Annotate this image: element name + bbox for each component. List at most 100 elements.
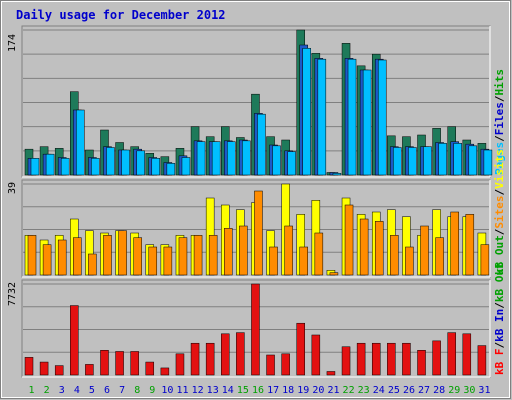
bar-kb-f-day-31 [477, 345, 487, 376]
legend-entry: Files [493, 102, 506, 135]
bar-pages-day-14 [227, 141, 236, 176]
bar-kb-f-day-14 [221, 333, 230, 376]
x-tick-label-day-3: 3 [59, 385, 65, 396]
bar-kb-f-day-11 [175, 353, 185, 376]
bar-pages-day-16 [257, 113, 266, 176]
x-axis-labels: 1 2 3 4 5 6 7 8 9 10 11 12 13 14 15 16 17 18 19 20 21 22 23 24 2… [29, 385, 491, 396]
bar-sites-day-22 [344, 204, 354, 276]
x-tick-label-day-20: 20 [312, 385, 324, 396]
bar-pages-day-31 [483, 149, 493, 176]
bar-kb-f-day-28 [432, 340, 441, 376]
x-tick-label-day-27: 27 [418, 385, 430, 396]
bar-sites-day-11 [178, 237, 188, 276]
bar-sites-day-23 [359, 218, 369, 276]
x-tick-label-day-1: 1 [29, 385, 35, 396]
bar-sites-day-6 [103, 235, 112, 276]
bar-pages-day-21 [332, 173, 342, 176]
legend-entry: kB Out [493, 235, 506, 275]
bar-pages-day-26 [408, 147, 417, 176]
bar-kb-f-day-10 [160, 367, 170, 376]
x-tick-label-day-23: 23 [358, 385, 370, 396]
x-tick-label-day-16: 16 [252, 385, 264, 396]
bar-pages-day-10 [166, 163, 176, 176]
bar-sites-day-14 [224, 228, 233, 276]
bar-kb-f-day-6 [100, 350, 109, 376]
bar-kb-f-day-22 [341, 346, 351, 376]
legend-entry: kB In [493, 309, 506, 342]
bar-pages-day-2 [45, 153, 55, 176]
x-tick-label-day-10: 10 [161, 385, 173, 396]
bar-kb-f-day-25 [387, 342, 396, 376]
x-tick-label-day-29: 29 [448, 385, 460, 396]
bar-sites-day-10 [163, 246, 173, 276]
bar-pages-day-1 [30, 158, 40, 176]
bar-kb-f-day-21 [326, 371, 336, 376]
bar-kb-f-day-26 [402, 342, 411, 376]
x-tick-label-day-4: 4 [74, 385, 80, 396]
bar-kb-f-day-16 [251, 283, 260, 376]
bar-sites-day-2 [42, 244, 52, 276]
bar-kb-f-day-3 [54, 365, 64, 376]
bar-pages-day-23 [362, 69, 372, 176]
bar-kb-f-day-23 [356, 342, 366, 376]
bar-sites-day-12 [193, 235, 203, 276]
legend-hits-files-pages: Pages/Files/Hits [493, 69, 506, 175]
x-tick-label-day-6: 6 [104, 385, 110, 396]
x-tick-label-day-21: 21 [327, 385, 339, 396]
x-tick-label-day-8: 8 [134, 385, 140, 396]
bar-pages-day-28 [438, 143, 447, 176]
x-tick-label-day-13: 13 [207, 385, 219, 396]
bar-pages-day-25 [393, 147, 402, 176]
bar-kb-f-day-27 [417, 350, 426, 376]
bar-pages-day-12 [196, 141, 206, 176]
bar-sites-day-31 [480, 244, 490, 276]
bar-kb-f-day-18 [281, 353, 290, 376]
bar-pages-day-30 [468, 145, 478, 176]
bar-kb-f-day-4 [70, 305, 79, 376]
legend-entry: kB Out [493, 262, 506, 302]
bar-sites-day-30 [465, 214, 475, 276]
bar-pages-day-20 [317, 58, 327, 176]
bar-sites-day-26 [405, 246, 414, 276]
bar-kb-f-day-5 [85, 364, 94, 376]
x-tick-label-day-26: 26 [403, 385, 415, 396]
x-tick-label-day-12: 12 [192, 385, 204, 396]
bar-pages-day-3 [60, 158, 70, 176]
bar-pages-day-15 [242, 140, 251, 176]
bar-pages-day-24 [377, 59, 387, 176]
bar-pages-day-18 [287, 151, 296, 176]
legend-entry: Visits [493, 149, 506, 189]
y-max-label: 174 [7, 34, 18, 52]
bar-sites-day-20 [314, 232, 324, 276]
bar-sites-day-1 [27, 235, 37, 276]
bar-pages-day-6 [106, 147, 115, 176]
panel-hits-files-pages: 174 Pages/Files/Hits [7, 25, 506, 178]
x-tick-label-day-9: 9 [149, 385, 155, 396]
bar-pages-day-9 [151, 158, 161, 176]
legend-visits-sites: kB Out/Sites/Visits [493, 149, 506, 275]
bar-kb-f-day-29 [447, 332, 456, 376]
bar-sites-day-21 [329, 272, 339, 276]
bar-sites-day-7 [118, 230, 127, 276]
x-tick-label-day-11: 11 [176, 385, 188, 396]
bar-sites-day-24 [374, 221, 384, 276]
bar-sites-day-8 [133, 237, 142, 276]
bar-sites-day-15 [239, 225, 248, 276]
x-tick-label-day-30: 30 [463, 385, 475, 396]
bar-sites-day-19 [299, 246, 308, 276]
bar-sites-day-5 [88, 253, 97, 276]
bar-pages-day-8 [136, 150, 145, 176]
bar-kb-f-day-24 [371, 342, 381, 376]
x-tick-label-day-7: 7 [119, 385, 125, 396]
bar-pages-day-27 [423, 146, 432, 176]
bar-kb-f-day-30 [462, 333, 472, 376]
bar-kb-f-day-9 [145, 361, 155, 376]
x-tick-label-day-24: 24 [373, 385, 385, 396]
panel-kbytes: 7732 kB F/kB In/kB Out [7, 262, 506, 378]
x-tick-label-day-2: 2 [44, 385, 50, 396]
bar-sites-day-25 [390, 235, 399, 276]
y-max-label: 7732 [7, 282, 18, 306]
